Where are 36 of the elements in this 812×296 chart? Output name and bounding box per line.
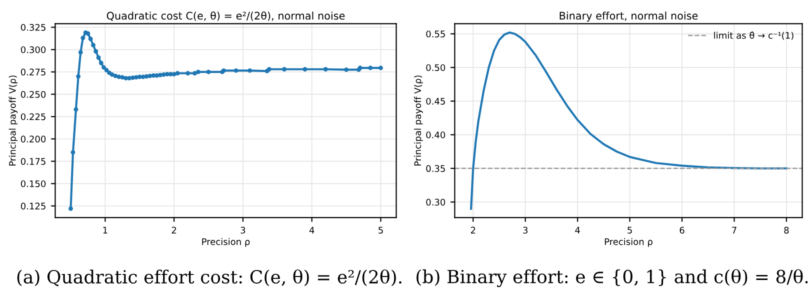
x-tick-label: 3 <box>523 226 528 234</box>
y-tick-label: 0.225 <box>20 113 46 120</box>
y-tick-label: 0.45 <box>426 98 445 105</box>
x-tick-label: 4 <box>309 226 314 234</box>
x-tick-label: 3 <box>240 226 246 234</box>
y-tick-label: 0.300 <box>20 46 46 54</box>
y-axis-title: Principal payoff V(ρ) <box>8 76 18 166</box>
y-tick-label: 0.30 <box>426 198 446 206</box>
y-tick-label: 0.250 <box>20 90 46 98</box>
y-tick-label: 0.35 <box>426 165 445 172</box>
x-axis-title: Precision ρ <box>202 238 250 247</box>
x-tick-label: 8 <box>784 226 789 234</box>
text: (a) Quadratic effort cost: C(e, θ) = e²/(2θ). <box>17 269 402 286</box>
x-tick-label: 5 <box>378 226 383 234</box>
x-tick-label: 2 <box>470 226 476 234</box>
chart-title: Binary effort, normal noise <box>560 12 698 22</box>
x-tick-label: 7 <box>732 226 736 234</box>
x-tick-label: 1 <box>103 226 108 234</box>
y-tick-label: 0.325 <box>20 24 46 31</box>
y-tick-label: 0.125 <box>20 202 46 210</box>
y-tick-label: 0.175 <box>20 158 46 165</box>
y-tick-label: 0.150 <box>20 180 46 188</box>
y-tick-label: 0.200 <box>20 136 46 142</box>
x-tick-label: 4 <box>575 226 580 234</box>
chart-title: Quadratic cost C(e, θ) = e²/(2θ), normal noise <box>106 12 345 21</box>
legend-label: limit as θ̂ → c⁻¹(1) <box>714 31 794 40</box>
x-tick-label: 6 <box>680 226 684 234</box>
y-axis-title: Principal payoff V(ρ) <box>414 76 423 166</box>
x-tick-label: 5 <box>628 226 632 234</box>
y-tick-label: 0.55 <box>426 30 445 38</box>
x-tick-label: 2 <box>172 226 176 234</box>
y-tick-label: 0.50 <box>426 64 446 72</box>
y-tick-label: 0.275 <box>20 68 46 76</box>
text: (b) Binary effort: e ∈ {0, 1} and c(θ) = 8/θ. <box>416 269 808 288</box>
x-axis-title: Precision ρ <box>604 238 652 247</box>
y-tick-label: 0.40 <box>426 131 446 138</box>
